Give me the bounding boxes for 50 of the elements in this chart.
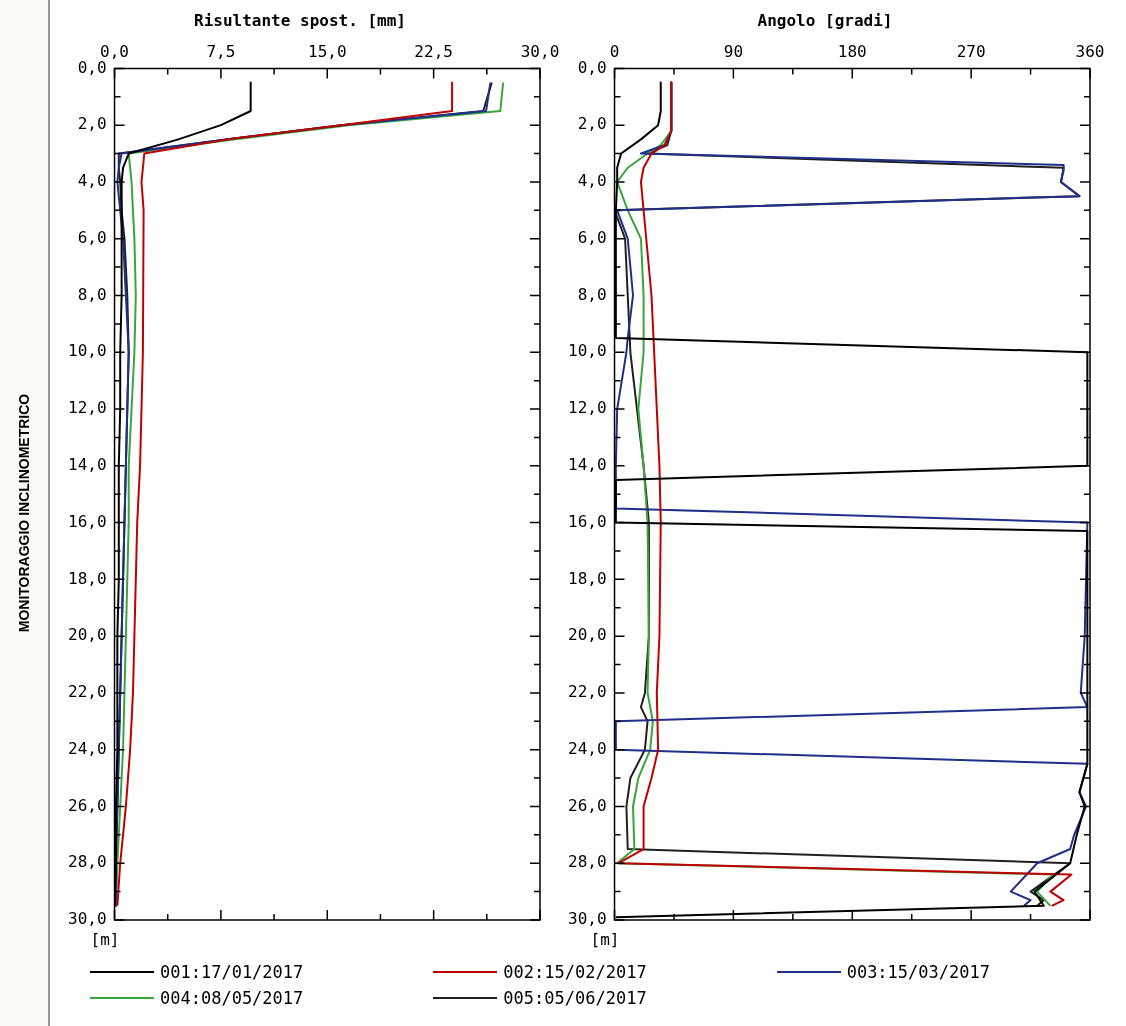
- y-tick-label: 6,0: [577, 227, 607, 247]
- y-tick-label: 10,0: [68, 341, 107, 361]
- x-tick-label: 180: [837, 41, 867, 61]
- y-tick-label: 4,0: [77, 171, 107, 191]
- y-axis-title: [m]: [90, 930, 120, 949]
- y-tick-label: 18,0: [68, 568, 107, 588]
- x-tick-label: 15,0: [308, 41, 347, 61]
- y-tick-label: 10,0: [568, 341, 607, 361]
- y-tick-label: 2,0: [77, 114, 107, 134]
- chart-title: Angolo [gradi]: [757, 10, 893, 30]
- x-tick-label: 0: [609, 41, 620, 61]
- legend-label: 004:08/05/2017: [160, 988, 304, 1008]
- x-tick-label: 22,5: [414, 41, 453, 61]
- text: MONITORAGGIO INCLINOMETRICO: [16, 393, 32, 633]
- y-tick-label: 26,0: [568, 795, 607, 815]
- y-tick-label: 24,0: [568, 738, 607, 758]
- x-tick-label: 90: [723, 41, 744, 61]
- x-tick-label: 360: [1075, 41, 1105, 61]
- legend-label: 001:17/01/2017: [160, 962, 304, 982]
- y-tick-label: 16,0: [68, 511, 107, 531]
- y-tick-label: 0,0: [577, 57, 607, 77]
- y-tick-label: 24,0: [68, 738, 107, 758]
- y-tick-label: 8,0: [577, 284, 607, 304]
- y-tick-label: 14,0: [68, 454, 107, 474]
- x-tick-label: 7,5: [206, 41, 236, 61]
- y-tick-label: 12,0: [68, 398, 107, 418]
- y-tick-label: 18,0: [568, 568, 607, 588]
- legend-label: 005:05/06/2017: [503, 988, 647, 1008]
- y-tick-label: 6,0: [77, 227, 107, 247]
- y-axis-title: [m]: [590, 930, 620, 949]
- y-tick-label: 30,0: [68, 909, 107, 929]
- chart-title: Risultante spost. [mm]: [194, 10, 406, 30]
- y-tick-label: 16,0: [568, 511, 607, 531]
- y-tick-label: 8,0: [77, 284, 107, 304]
- y-tick-label: 20,0: [68, 625, 107, 645]
- y-tick-label: 14,0: [568, 454, 607, 474]
- x-tick-label: 270: [956, 41, 986, 61]
- y-tick-label: 22,0: [68, 682, 107, 702]
- legend-label: 003:15/03/2017: [846, 962, 990, 982]
- y-tick-label: 12,0: [568, 398, 607, 418]
- y-tick-label: 4,0: [577, 171, 607, 191]
- y-tick-label: 2,0: [577, 114, 607, 134]
- legend-label: 002:15/02/2017: [503, 962, 647, 982]
- y-tick-label: 28,0: [68, 852, 107, 872]
- y-tick-label: 20,0: [568, 625, 607, 645]
- y-tick-label: 22,0: [568, 682, 607, 702]
- y-tick-label: 28,0: [568, 852, 607, 872]
- y-tick-label: 26,0: [68, 795, 107, 815]
- y-tick-label: 30,0: [568, 909, 607, 929]
- x-tick-label: 30,0: [520, 41, 560, 61]
